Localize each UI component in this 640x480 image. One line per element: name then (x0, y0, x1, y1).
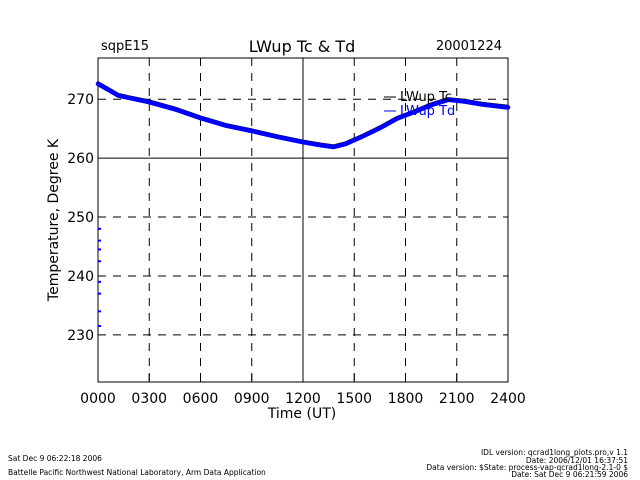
y-tick-label: 260 (67, 151, 94, 167)
date-label: 20001224 (436, 39, 502, 54)
footer-data-version: Data version: $State: process-vap-qcrad1… (426, 463, 628, 472)
y-tick-label: 230 (67, 328, 94, 344)
axis-ticks: 0000 0300 0600 0900 1200 1500 1800 2100 2400 230 2… (67, 92, 526, 407)
y-tick-label: 240 (67, 269, 94, 285)
td-edge-point (98, 280, 101, 283)
chart-title: LWup Tc & Td (249, 37, 356, 56)
x-tick-label: 1500 (336, 391, 372, 407)
grid (98, 58, 508, 382)
x-tick-label: 1800 (388, 391, 424, 407)
site-label: sqpE15 (101, 39, 149, 54)
td-edge-point (98, 325, 101, 328)
x-tick-label: 0000 (80, 391, 116, 407)
footer-data-date: Date: Sat Dec 9 06:21:59 2006 (511, 470, 628, 479)
series-layer (95, 81, 511, 328)
x-tick-label: 0600 (183, 391, 219, 407)
footer-idl-date: Date: 2006/12/01 16:37:51 (526, 456, 628, 465)
y-axis-title: Temperature, Degree K (46, 138, 62, 302)
x-tick-label: 2400 (490, 391, 526, 407)
legend-label-tc: LWup Tc (400, 90, 452, 105)
td-edge-point (98, 260, 101, 263)
x-tick-label: 0900 (234, 391, 270, 407)
legend-label-td: LWup Td (400, 104, 455, 119)
footer-organization: Battelle Pacific Northwest National Labo… (8, 468, 266, 477)
x-axis-title: Time (UT) (267, 406, 336, 422)
td-edge-point (98, 227, 101, 230)
td-edge-point (98, 310, 101, 313)
footer-run-time: Sat Dec 9 06:22:18 2006 (8, 454, 102, 463)
legend: LWup Tc LWup Td (384, 90, 455, 119)
series-line-lwup-td (95, 81, 511, 150)
td-edge-point (98, 292, 101, 295)
x-tick-label: 2100 (439, 391, 475, 407)
x-tick-label: 1200 (285, 391, 321, 407)
footer-idl-version: IDL version: qcrad1long_plots.pro,v 1.1 (481, 448, 628, 457)
td-edge-point (98, 239, 101, 242)
x-tick-label: 0300 (131, 391, 167, 407)
y-tick-label: 270 (67, 92, 94, 108)
y-tick-label: 250 (67, 210, 94, 226)
td-edge-point (98, 248, 101, 251)
